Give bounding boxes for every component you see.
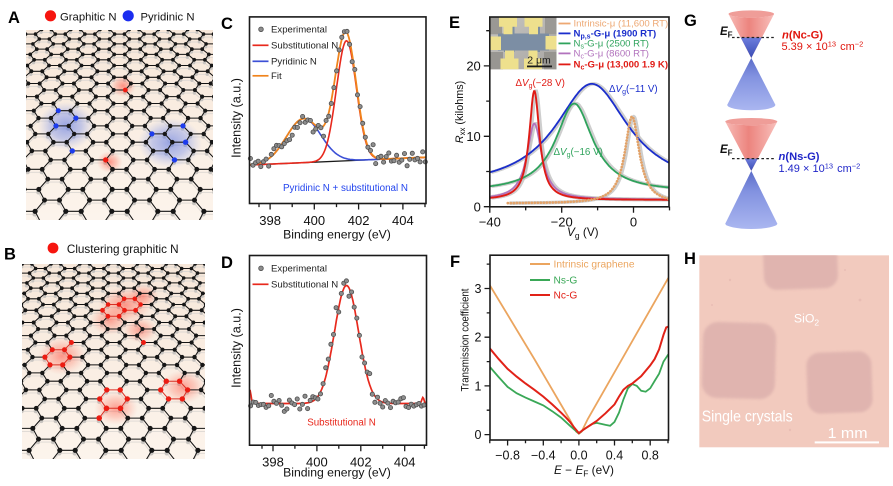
svg-text:Single crystals: Single crystals [702,409,793,426]
svg-text:398: 398 [262,455,284,470]
svg-text:Experimental: Experimental [271,25,327,36]
svg-text:Pyridinic N: Pyridinic N [141,11,195,23]
svg-text:ΔVg(−28 V): ΔVg(−28 V) [516,78,565,90]
svg-text:1.49 × 1013 cm−2: 1.49 × 1013 cm−2 [779,161,861,175]
svg-text:n(Ns-G): n(Ns-G) [779,151,820,163]
svg-text:Graphitic N: Graphitic N [60,11,117,23]
svg-text:Substitutional N: Substitutional N [307,418,376,429]
svg-text:2 μm: 2 μm [527,55,551,67]
svg-text:0.4: 0.4 [606,449,623,463]
svg-text:Experimental: Experimental [271,264,327,275]
svg-text:ΔVg(−16 V): ΔVg(−16 V) [554,147,603,159]
svg-text:−20: −20 [551,214,573,229]
svg-text:Binding energy (eV): Binding energy (eV) [283,466,391,480]
svg-text:Nc-G: Nc-G [554,291,578,302]
svg-text:398: 398 [259,213,281,228]
svg-text:Fit: Fit [271,71,282,82]
svg-text:Rxx (kilohms): Rxx (kilohms) [454,81,467,143]
svg-text:Clustering graphitic N: Clustering graphitic N [67,243,179,256]
svg-text:0: 0 [474,199,481,214]
svg-text:Nc-G-μ (13,000 1.9 K): Nc-G-μ (13,000 1.9 K) [574,60,669,72]
svg-text:Substitutional N: Substitutional N [271,280,338,291]
svg-text:402: 402 [350,455,372,470]
svg-text:Intrinsic-μ (11,600 RT): Intrinsic-μ (11,600 RT) [574,19,669,30]
svg-text:404: 404 [392,213,414,228]
svg-text:0: 0 [630,214,637,229]
svg-text:ΔVg(−11 V): ΔVg(−11 V) [609,84,658,96]
svg-text:E − EF (eV): E − EF (eV) [554,463,614,478]
svg-text:400: 400 [303,213,325,228]
svg-text:1: 1 [475,379,482,393]
svg-text:B: B [4,246,16,264]
svg-text:EF: EF [720,26,733,40]
svg-text:Ns-G-μ (2500 RT): Ns-G-μ (2500 RT) [574,39,650,51]
svg-text:3: 3 [475,282,482,296]
svg-text:2: 2 [475,331,482,345]
svg-text:Pyridinic N + substitutional N: Pyridinic N + substitutional N [283,183,408,194]
svg-text:D: D [221,254,233,272]
svg-text:−0.8: −0.8 [495,449,520,463]
svg-text:A: A [8,9,20,27]
svg-text:C: C [221,15,233,33]
svg-text:0.8: 0.8 [642,449,659,463]
svg-text:Binding energy (eV): Binding energy (eV) [283,228,391,242]
svg-text:10: 10 [466,129,480,144]
svg-text:E: E [449,14,460,32]
svg-text:Nc-G-μ (8600 RT): Nc-G-μ (8600 RT) [574,49,650,61]
svg-text:400: 400 [306,455,328,470]
svg-text:20: 20 [466,59,480,74]
svg-text:Transmission coefficient: Transmission coefficient [460,288,472,392]
svg-text:Np,s-G-μ (1900 RT): Np,s-G-μ (1900 RT) [574,29,657,41]
svg-text:F: F [450,253,460,271]
svg-text:SiO2: SiO2 [794,312,820,328]
svg-text:402: 402 [348,213,370,228]
svg-text:−0.4: −0.4 [531,449,556,463]
svg-text:1 mm: 1 mm [828,425,868,442]
svg-text:H: H [684,250,696,268]
svg-text:Ns-G: Ns-G [554,276,578,287]
svg-text:Vg (V): Vg (V) [567,225,599,240]
svg-text:5.39 × 1013 cm−2: 5.39 × 1013 cm−2 [782,40,864,54]
svg-text:−40: −40 [479,214,501,229]
svg-text:0: 0 [475,428,482,442]
svg-text:Intensity (a.u.): Intensity (a.u.) [230,308,244,388]
svg-text:Intensity (a.u.): Intensity (a.u.) [230,78,244,158]
svg-text:Intrinsic graphene: Intrinsic graphene [554,260,635,271]
svg-text:Pyridinic N: Pyridinic N [271,57,317,68]
svg-text:EF: EF [720,144,733,158]
svg-text:n(Nc-G): n(Nc-G) [782,30,823,42]
svg-text:404: 404 [394,455,416,470]
svg-text:G: G [684,12,697,30]
svg-text:0.0: 0.0 [570,449,587,463]
svg-text:Substitutional N: Substitutional N [271,41,338,52]
